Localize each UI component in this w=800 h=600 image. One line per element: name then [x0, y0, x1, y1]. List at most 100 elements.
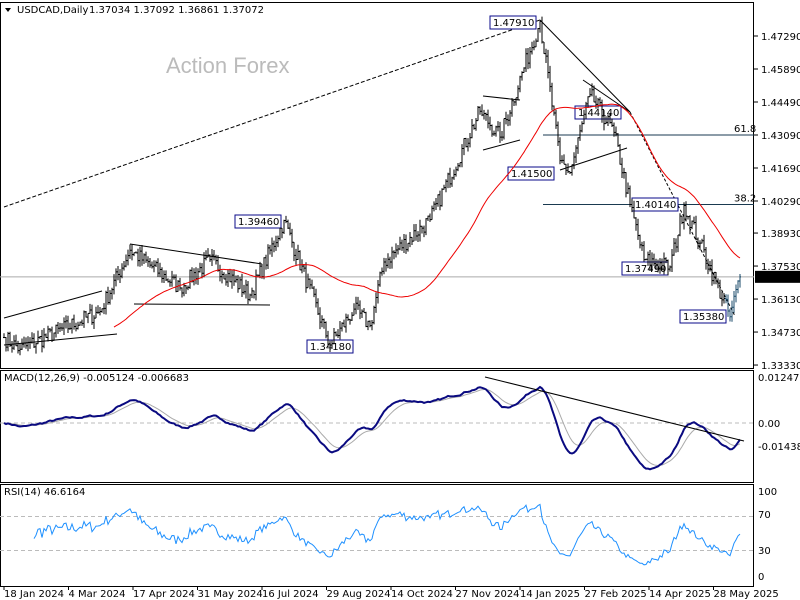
price-bar — [171, 270, 173, 287]
price-bar — [451, 176, 453, 187]
swing-label: 1.41500 — [511, 169, 552, 180]
x-tick-label: 4 Mar 2024 — [69, 589, 126, 600]
price-bar — [499, 121, 501, 143]
price-bar — [321, 315, 323, 328]
price-bar — [517, 85, 519, 101]
y-tick-label: 1.37530 — [761, 262, 800, 273]
price-bar — [35, 342, 37, 354]
price-bar — [117, 266, 119, 281]
price-bar — [537, 28, 539, 42]
price-bar — [447, 172, 449, 189]
main-panel-frame — [0, 2, 754, 369]
price-bar — [385, 258, 387, 272]
price-bar — [265, 254, 267, 270]
price-bar — [701, 238, 703, 244]
price-bar — [435, 197, 437, 210]
price-bar — [683, 202, 685, 230]
price-bar — [395, 243, 397, 258]
price-bar — [281, 227, 283, 239]
price-bar — [187, 285, 189, 291]
price-bar — [719, 279, 721, 299]
trendline — [482, 95, 521, 101]
price-bar — [647, 251, 649, 266]
price-bar — [555, 109, 557, 129]
price-bar — [5, 336, 7, 352]
price-bar — [11, 340, 13, 353]
price-bar — [241, 273, 243, 297]
price-bar — [123, 261, 125, 271]
price-bar — [239, 276, 241, 290]
price-bar — [457, 162, 459, 172]
price-bar — [329, 340, 331, 352]
price-bar — [91, 304, 93, 325]
price-bar — [289, 222, 291, 236]
price-bar — [519, 75, 521, 93]
price-bar — [589, 88, 591, 98]
price-bar — [341, 322, 343, 332]
y-tick-label: 1.44490 — [761, 98, 800, 109]
rsi-axis-label: 100 — [758, 487, 777, 498]
price-bar — [365, 311, 367, 328]
price-bar — [707, 258, 709, 275]
price-bar — [269, 244, 271, 255]
price-bar — [9, 331, 11, 347]
price-bar — [309, 278, 311, 290]
price-bar — [487, 109, 489, 129]
price-bar — [207, 248, 209, 258]
price-bar — [343, 319, 345, 328]
price-bar — [659, 258, 661, 274]
price-bar — [105, 290, 107, 315]
price-bar — [735, 284, 737, 303]
x-tick-label: 27 Nov 2024 — [456, 589, 520, 600]
price-bar — [497, 121, 499, 132]
price-bar — [501, 131, 503, 141]
price-bar — [29, 337, 31, 349]
price-bar — [233, 269, 235, 286]
price-bar — [315, 288, 317, 308]
price-bar — [655, 258, 657, 271]
x-tick-label: 14 Jan 2025 — [520, 589, 580, 600]
price-bar — [77, 321, 79, 330]
current-price-label: 1.37072 — [759, 273, 800, 284]
price-bar — [271, 237, 273, 257]
price-bar — [225, 273, 227, 286]
price-bar — [367, 320, 369, 331]
price-bar — [401, 239, 403, 251]
x-tick-label: 17 Apr 2024 — [133, 589, 195, 600]
price-bar — [567, 163, 569, 174]
y-tick-label: 1.41690 — [761, 164, 800, 175]
price-bar — [185, 285, 187, 294]
price-bar — [669, 265, 671, 272]
price-bar — [95, 306, 97, 319]
price-bar — [557, 121, 559, 146]
price-bar — [475, 117, 477, 131]
price-bar — [709, 260, 711, 272]
price-bar — [81, 319, 83, 326]
price-bar — [299, 250, 301, 271]
price-bar — [183, 282, 185, 297]
x-tick-label: 16 Jul 2024 — [262, 589, 319, 600]
price-bar — [73, 314, 75, 330]
price-bar — [153, 260, 155, 273]
price-bar — [533, 40, 535, 51]
price-bar — [423, 225, 425, 238]
price-bar — [85, 310, 87, 318]
price-bar — [605, 116, 607, 125]
swing-label: 1.34180 — [310, 342, 351, 353]
price-bar — [539, 20, 541, 33]
swing-label: 1.35380 — [683, 312, 724, 323]
price-bar — [93, 315, 95, 330]
price-bar — [575, 145, 577, 164]
collapse-triangle-icon[interactable] — [5, 8, 11, 12]
price-bar — [145, 251, 147, 263]
price-bar — [717, 278, 719, 289]
price-bar — [231, 270, 233, 289]
price-bar — [27, 336, 29, 352]
price-bar — [573, 152, 575, 170]
swing-label: 1.44140 — [578, 108, 619, 119]
price-bar — [267, 244, 269, 269]
price-bar — [235, 275, 237, 283]
price-bar — [357, 296, 359, 310]
price-bar — [507, 114, 509, 127]
